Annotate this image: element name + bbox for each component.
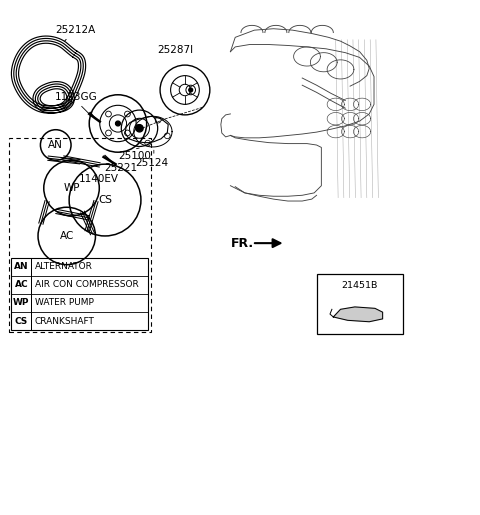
Text: FR.: FR.	[231, 236, 254, 250]
Text: CS: CS	[15, 317, 28, 325]
Polygon shape	[333, 307, 383, 322]
Text: 25212A: 25212A	[55, 25, 95, 41]
Text: 25287I: 25287I	[157, 45, 193, 55]
Text: WP: WP	[63, 183, 80, 193]
Text: AC: AC	[60, 231, 74, 241]
Text: 1140EV: 1140EV	[79, 174, 119, 184]
Text: 25124: 25124	[135, 158, 168, 168]
Text: CRANKSHAFT: CRANKSHAFT	[35, 317, 95, 325]
Circle shape	[189, 88, 192, 92]
Text: WP: WP	[13, 299, 30, 307]
Text: AIR CON COMPRESSOR: AIR CON COMPRESSOR	[35, 280, 138, 289]
Text: AN: AN	[14, 262, 29, 271]
Text: CS: CS	[98, 195, 112, 205]
Bar	[317, 274, 403, 334]
Text: 21451B: 21451B	[341, 281, 378, 290]
Text: 25221: 25221	[104, 163, 137, 173]
Circle shape	[136, 125, 143, 132]
Text: AC: AC	[14, 280, 28, 289]
Text: WATER PUMP: WATER PUMP	[35, 299, 94, 307]
Text: 25100: 25100	[118, 151, 151, 161]
Circle shape	[116, 121, 120, 126]
Bar	[9, 138, 152, 332]
Bar	[11, 258, 148, 330]
Text: 1123GG: 1123GG	[55, 92, 98, 102]
Text: ALTERNATOR: ALTERNATOR	[35, 262, 93, 271]
Text: AN: AN	[48, 140, 63, 150]
